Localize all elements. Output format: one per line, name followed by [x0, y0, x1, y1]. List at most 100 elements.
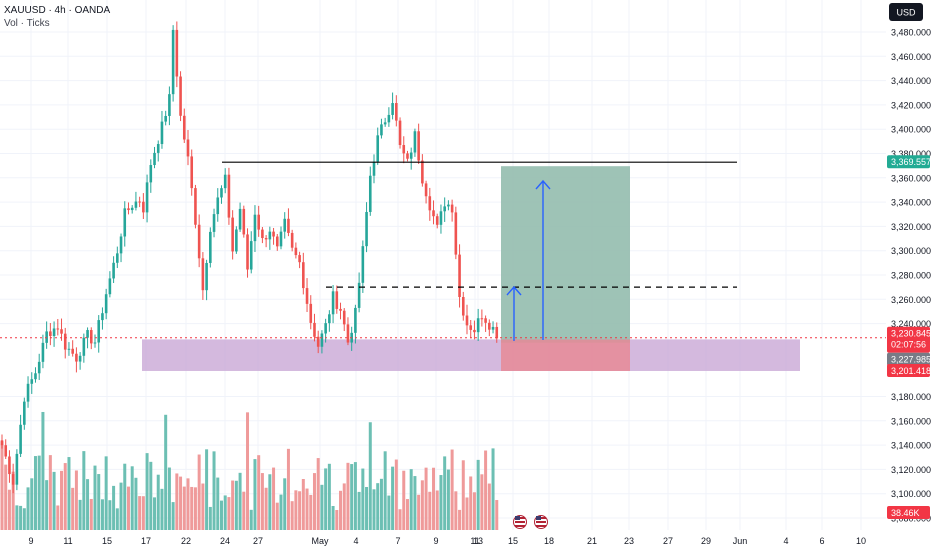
candle-body — [461, 297, 465, 316]
y-tick-label: 3,460.000 — [891, 52, 931, 62]
volume-bar — [335, 509, 339, 530]
volume-bar — [45, 480, 49, 530]
candle-body — [112, 262, 115, 279]
candle-body — [272, 231, 275, 237]
volume-bar — [264, 487, 268, 530]
candle-body — [52, 328, 56, 337]
volume-bar — [435, 490, 439, 530]
candle-body — [480, 318, 484, 320]
volume-bar — [443, 456, 447, 530]
x-tick-label: 18 — [544, 536, 554, 546]
current-price-tag-text: 3,230.845 — [891, 329, 931, 339]
candle-body — [357, 282, 361, 308]
flag-canton — [515, 516, 520, 520]
volume-bar — [398, 509, 402, 530]
volume-bar — [108, 500, 112, 530]
volume-bar — [186, 478, 190, 530]
volume-bar — [327, 463, 331, 530]
candle-body — [97, 320, 101, 343]
volume-bar — [405, 499, 409, 530]
candle-body — [89, 330, 93, 344]
symbol-title: XAUUSD · 4h · OANDA — [4, 5, 111, 16]
volume-bar — [78, 499, 82, 530]
y-tick-label: 3,140.000 — [891, 441, 931, 451]
flag-stripe — [515, 525, 525, 527]
candle-body — [279, 231, 283, 247]
x-tick-label: 9 — [28, 536, 33, 546]
y-tick-label: 3,180.000 — [891, 392, 931, 402]
volume-bar — [212, 451, 216, 530]
candle-body — [354, 307, 357, 333]
candle-body — [469, 325, 473, 330]
volume-bar — [71, 487, 75, 530]
volume-bar — [450, 449, 454, 530]
candle-body — [261, 229, 264, 239]
volume-bar — [320, 484, 324, 530]
volume-bar — [316, 458, 320, 530]
volume-bar — [417, 494, 421, 530]
us-flag-event-icon[interactable] — [534, 515, 548, 529]
candle-body — [164, 115, 167, 122]
x-tick-label: 9 — [433, 536, 438, 546]
stop-price-tag-text: 3,201.418 — [891, 366, 931, 376]
volume-bar — [97, 474, 101, 530]
volume-bar — [279, 494, 283, 530]
candle-body — [473, 329, 476, 333]
flag-canton — [536, 516, 541, 520]
candle-body — [294, 247, 298, 256]
candle-body — [186, 139, 190, 157]
candle-body — [15, 453, 19, 485]
candle-body — [67, 348, 71, 350]
volume-bar — [134, 477, 138, 530]
volume-bar — [115, 508, 119, 530]
candle-body — [290, 232, 294, 248]
candle-body — [339, 308, 342, 311]
candle-body — [275, 236, 279, 247]
volume-bar — [26, 487, 30, 530]
volume-bar — [439, 475, 443, 530]
candle-body — [361, 246, 365, 283]
volume-bar — [312, 473, 316, 530]
volume-bar — [391, 466, 395, 530]
candle-body — [331, 291, 335, 315]
candle-body — [26, 383, 30, 402]
candle-body — [45, 331, 48, 343]
currency-button[interactable]: USD — [889, 3, 923, 21]
y-tick-label: 3,320.000 — [891, 222, 931, 232]
volume-bar — [193, 487, 197, 530]
y-tick-label: 3,160.000 — [891, 416, 931, 426]
flag-stripe — [536, 525, 546, 527]
volume-bar — [361, 468, 365, 530]
candle-body — [435, 216, 439, 225]
candle-body — [197, 224, 201, 259]
stop-price-tag — [887, 363, 930, 377]
candle-body — [454, 212, 458, 255]
volume-bar — [223, 495, 227, 530]
flag-stripe — [536, 521, 546, 523]
volume-bar — [275, 502, 279, 530]
candle-body — [346, 324, 350, 343]
currency-button-label: USD — [896, 8, 916, 18]
x-tick-label: 11 — [470, 536, 479, 546]
volume-bar — [56, 505, 60, 530]
candle-body — [216, 197, 220, 215]
level-price-tag-text: 3,227.985 — [891, 355, 931, 365]
candle-body — [421, 160, 424, 184]
candle-body — [372, 161, 376, 176]
candle-body — [238, 208, 242, 230]
chart-legend: XAUUSD · 4h · OANDA Vol · Ticks — [4, 4, 110, 30]
candle-body — [417, 131, 420, 161]
candles — [0, 21, 499, 494]
candle-body — [149, 165, 153, 183]
candle-body — [78, 355, 82, 362]
candle-body — [209, 231, 212, 263]
candle-body — [458, 254, 461, 298]
volume-bar — [141, 496, 145, 530]
target-price-tag — [887, 155, 930, 169]
zones — [142, 166, 800, 371]
candle-body — [335, 291, 339, 309]
volume-bar — [469, 476, 473, 530]
us-flag-event-icon[interactable] — [513, 515, 527, 529]
